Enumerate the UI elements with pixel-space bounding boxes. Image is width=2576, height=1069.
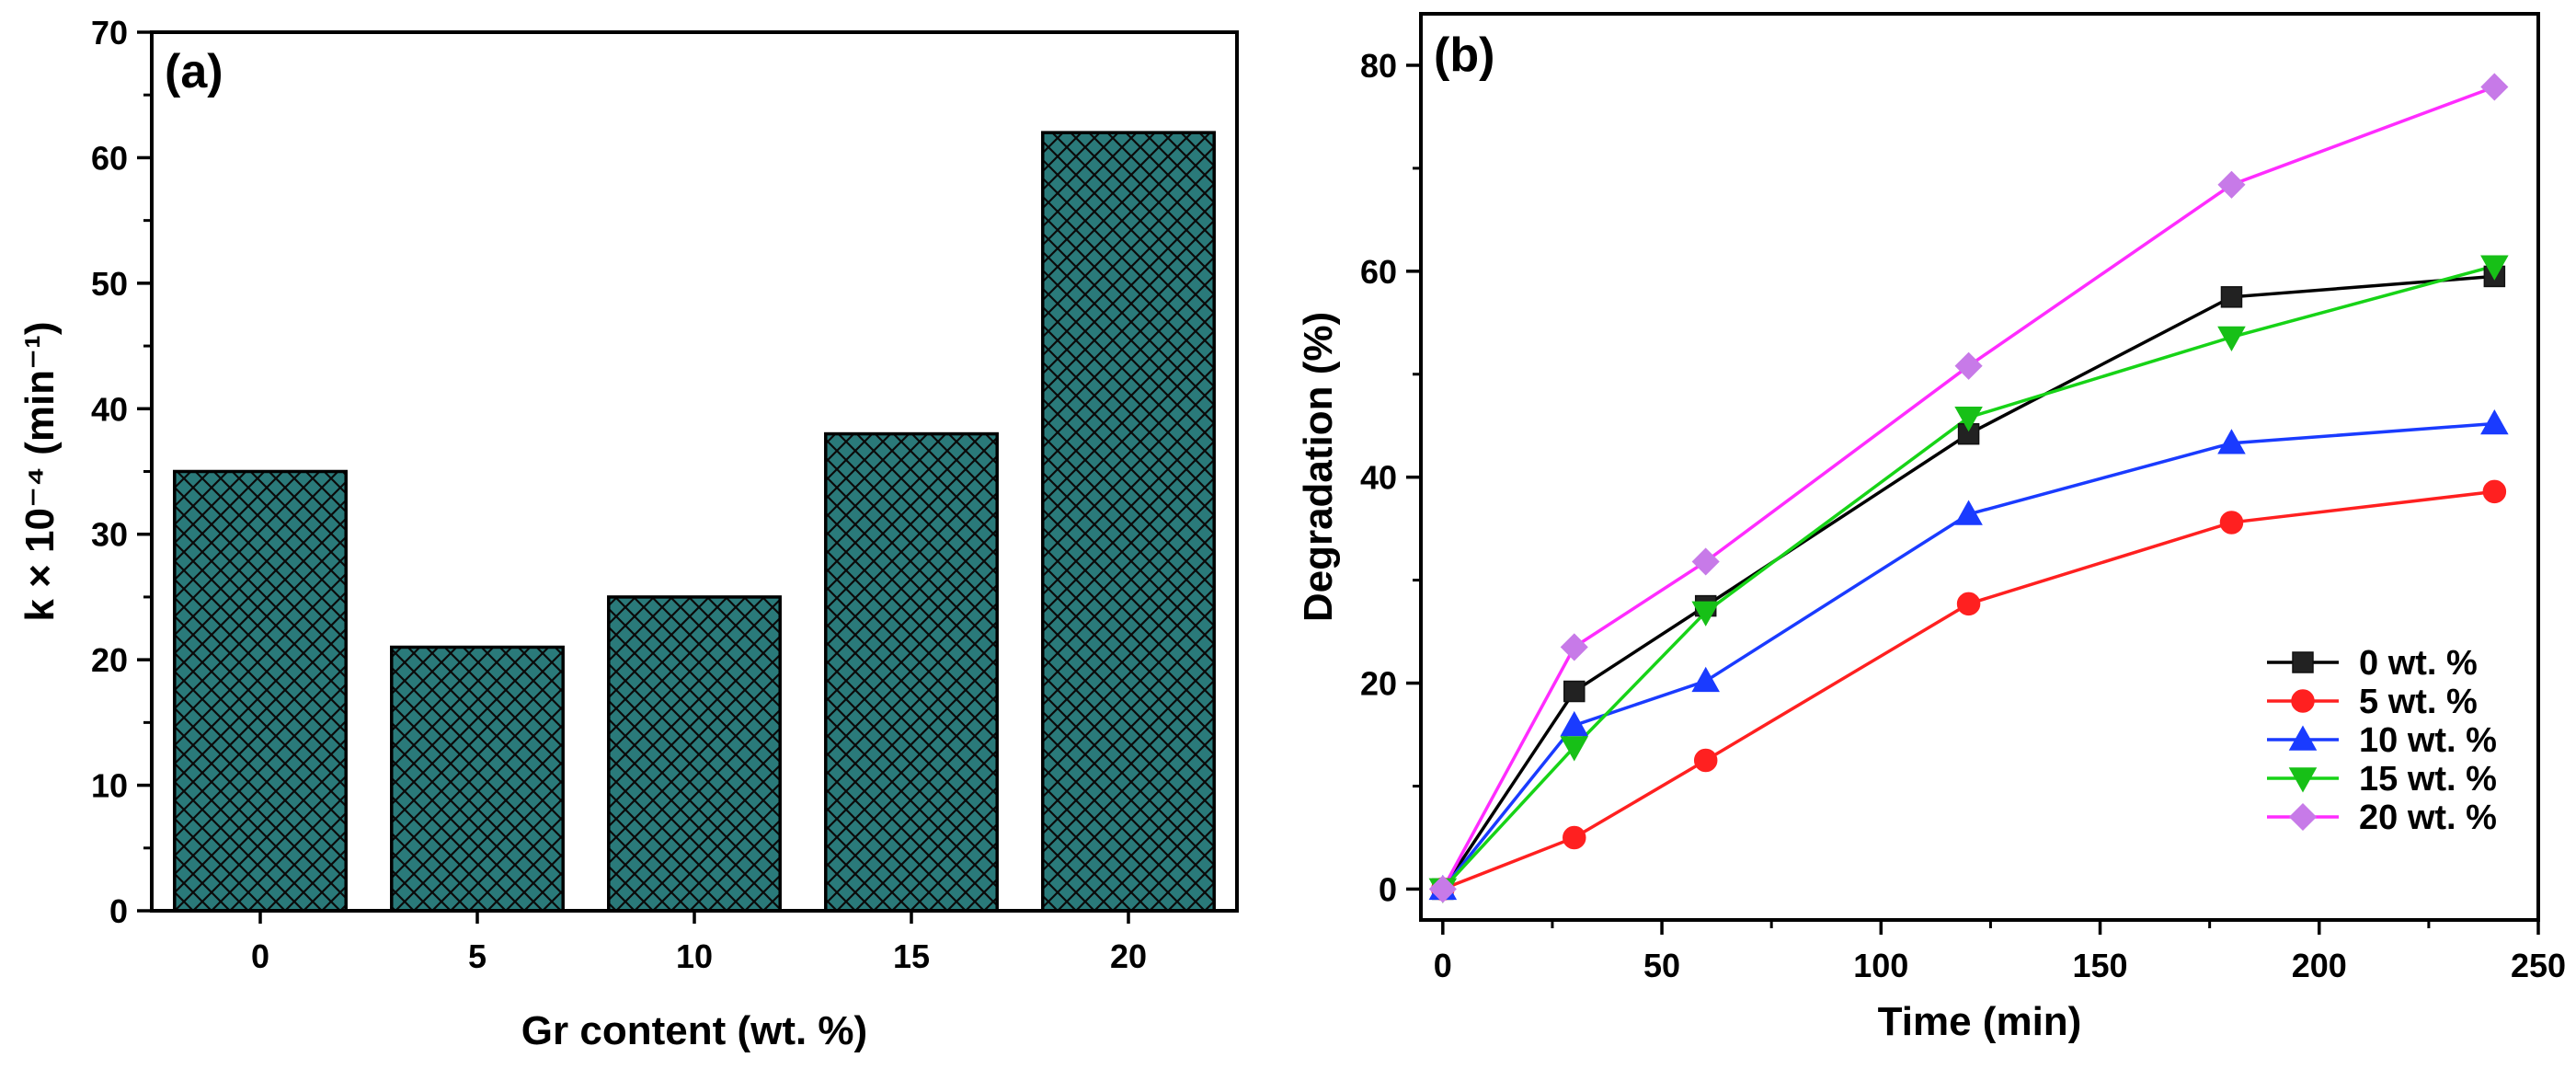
x-tick-label-a: 10 xyxy=(676,937,713,975)
bar-0 xyxy=(173,469,348,913)
x-tick-label-a: 0 xyxy=(251,937,269,975)
x-tick-label-b: 0 xyxy=(1434,947,1452,984)
series-line-2 xyxy=(1441,421,2495,891)
plot-frame-b xyxy=(1419,12,2540,922)
legend-label-1: 5 wt. % xyxy=(2359,683,2478,721)
axis-ticks-a xyxy=(137,30,1130,924)
y-tick-label-b: 0 xyxy=(1379,870,1397,908)
y-tick-label-b: 80 xyxy=(1360,47,1397,85)
point-series-1 xyxy=(2219,511,2244,534)
point-series-0 xyxy=(2220,286,2243,308)
point-series-2 xyxy=(1560,710,1589,737)
legend: 0 wt. %5 wt. %10 wt. %15 wt. %20 wt. % xyxy=(2267,644,2497,837)
point-series-2 xyxy=(2217,429,2246,454)
point-series-3 xyxy=(1954,407,1983,432)
y-tick-label-a: 10 xyxy=(91,767,128,805)
panel-label-a: (a) xyxy=(165,45,223,98)
y-tick-labels-b: 0 20 40 60 80 xyxy=(1360,47,1397,908)
point-series-1 xyxy=(1956,592,1981,616)
y-tick-label-b: 60 xyxy=(1360,253,1397,291)
point-series-1 xyxy=(2482,479,2507,504)
point-series-4 xyxy=(1428,875,1457,903)
axis-ticks-b xyxy=(1406,63,2540,935)
x-tick-label-a: 20 xyxy=(1110,937,1147,975)
y-tick-label-b: 40 xyxy=(1360,459,1397,497)
point-series-3 xyxy=(1560,736,1589,762)
point-series-4 xyxy=(1954,351,1983,380)
point-series-1 xyxy=(1693,748,1718,773)
x-tick-label-b: 100 xyxy=(1853,947,1908,984)
x-tick-label-a: 5 xyxy=(468,937,487,975)
x-tick-label-b: 150 xyxy=(2072,947,2127,984)
bar-15 xyxy=(824,431,999,913)
x-tick-label-a: 15 xyxy=(893,937,930,975)
point-series-2 xyxy=(1954,500,1983,525)
series-line-1 xyxy=(1442,489,2495,891)
x-tick-label-b: 200 xyxy=(2292,947,2347,984)
panel-a-bar-chart: 0 10 20 30 40 50 60 70 0 5 10 15 20 (a) Gr content … xyxy=(17,14,1239,1053)
x-axis-title-b: Time (min) xyxy=(1878,999,2082,1044)
panel-b-line-chart: 0 20 40 60 80 0 50 100 150 200 250 0 wt. %5 wt. %… xyxy=(1296,12,2566,1044)
x-tick-label-b: 50 xyxy=(1643,947,1680,984)
y-tick-label-a: 20 xyxy=(91,641,128,679)
y-tick-label-a: 70 xyxy=(91,14,128,52)
point-series-3 xyxy=(2480,255,2509,281)
legend-label-0: 0 wt. % xyxy=(2359,644,2478,683)
point-series-4 xyxy=(1691,547,1720,576)
x-tick-labels-b: 0 50 100 150 200 250 xyxy=(1434,947,2566,984)
point-series-4 xyxy=(2480,73,2509,101)
bar-group xyxy=(173,131,1216,913)
series-line-0 xyxy=(1441,274,2495,891)
series-markers xyxy=(1428,73,2509,903)
point-series-4 xyxy=(1560,633,1588,661)
y-tick-label-a: 50 xyxy=(91,265,128,303)
legend-marker-1 xyxy=(2291,689,2315,713)
y-tick-labels-a: 0 10 20 30 40 50 60 70 xyxy=(91,14,128,930)
point-series-0 xyxy=(1563,680,1586,703)
point-series-4 xyxy=(2217,170,2246,199)
legend-label-2: 10 wt. % xyxy=(2359,721,2497,760)
point-series-3 xyxy=(2217,326,2246,352)
panel-label-b: (b) xyxy=(1434,29,1494,82)
legend-label-4: 20 wt. % xyxy=(2359,799,2497,837)
x-axis-title-a: Gr content (wt. %) xyxy=(521,1008,867,1053)
legend-marker-0 xyxy=(2292,651,2314,673)
bar-20 xyxy=(1041,131,1216,913)
y-axis-title-b: Degradation (%) xyxy=(1296,312,1341,622)
legend-marker-4 xyxy=(2288,802,2318,832)
x-tick-label-b: 250 xyxy=(2511,947,2566,984)
series-lines xyxy=(1441,85,2495,891)
y-tick-label-a: 30 xyxy=(91,516,128,554)
point-series-3 xyxy=(1691,601,1720,626)
series-line-3 xyxy=(1441,264,2495,891)
point-series-2 xyxy=(1691,666,1720,693)
y-tick-label-a: 40 xyxy=(91,390,128,428)
y-tick-label-a: 60 xyxy=(91,139,128,177)
series-line-4 xyxy=(1441,85,2495,891)
legend-marker-3 xyxy=(2288,767,2318,793)
y-tick-label-b: 20 xyxy=(1360,665,1397,703)
y-tick-label-a: 0 xyxy=(109,892,128,930)
y-axis-title-a: k × 10⁻⁴ (min⁻¹) xyxy=(17,321,63,621)
point-series-1 xyxy=(1563,825,1586,850)
legend-marker-2 xyxy=(2288,725,2318,751)
point-series-2 xyxy=(2480,408,2509,435)
legend-label-3: 15 wt. % xyxy=(2359,760,2497,799)
bar-10 xyxy=(607,595,782,913)
bar-5 xyxy=(390,645,565,913)
x-tick-labels-a: 0 5 10 15 20 xyxy=(251,937,1147,975)
